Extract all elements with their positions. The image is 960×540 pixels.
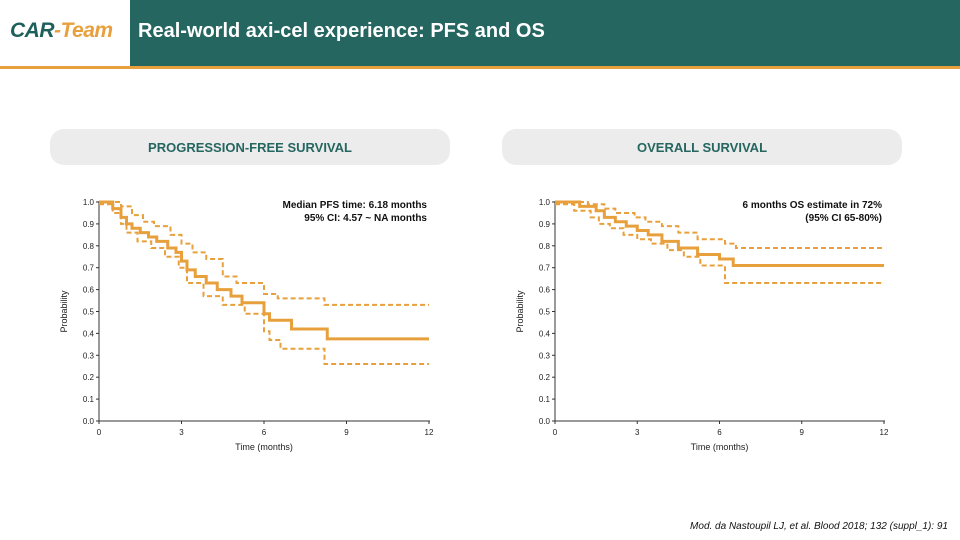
logo-area: CAR-Team — [0, 0, 130, 66]
os-y-tick-label: 1.0 — [539, 198, 551, 207]
pfs-y-tick-label: 1.0 — [83, 198, 95, 207]
os-x-tick-label: 6 — [717, 428, 722, 437]
os-y-tick-label: 0.5 — [539, 308, 551, 317]
pfs-y-tick-label: 0.3 — [83, 351, 95, 360]
os-y-tick-label: 0.9 — [539, 220, 551, 229]
os-x-tick-label: 9 — [800, 428, 805, 437]
os-y-tick-label: 0.8 — [539, 242, 551, 251]
pfs-x-tick-label: 0 — [97, 428, 102, 437]
os-x-axis-label: Time (months) — [691, 442, 749, 452]
pfs-y-tick-label: 0.6 — [83, 286, 95, 295]
header-bar: CAR-Team Real-world axi-cel experience: … — [0, 0, 960, 66]
pfs-x-tick-label: 9 — [344, 428, 349, 437]
pfs-x-axis-label: Time (months) — [235, 442, 293, 452]
pfs-y-tick-label: 0.7 — [83, 264, 95, 273]
pfs-y-tick-label: 0.9 — [83, 220, 95, 229]
pfs-annotation-line: Median PFS time: 6.18 months — [283, 200, 428, 211]
pfs-x-tick-label: 6 — [262, 428, 267, 437]
os-y-tick-label: 0.0 — [539, 417, 551, 426]
pfs-y-tick-label: 0.8 — [83, 242, 95, 251]
pfs-lower-ci-curve — [99, 203, 429, 366]
os-y-tick-label: 0.2 — [539, 373, 551, 382]
os-estimate-curve — [555, 200, 884, 268]
os-x-tick-label: 0 — [553, 428, 558, 437]
pfs-upper-ci-curve — [99, 201, 429, 306]
header-divider — [0, 66, 960, 69]
logo: CAR-Team — [10, 19, 113, 42]
os-lower-ci-curve — [555, 203, 884, 285]
os-y-tick-label: 0.1 — [539, 395, 551, 404]
os-y-tick-label: 0.6 — [539, 286, 551, 295]
pfs-y-tick-label: 0.1 — [83, 395, 95, 404]
os-panel-label: OVERALL SURVIVAL — [502, 129, 902, 165]
pfs-x-tick-label: 12 — [425, 428, 434, 437]
os-x-tick-label: 12 — [880, 428, 889, 437]
pfs-y-tick-label: 0.0 — [83, 417, 95, 426]
pfs-y-tick-label: 0.2 — [83, 373, 95, 382]
pfs-y-tick-label: 0.5 — [83, 308, 95, 317]
os-annotation-line: 6 months OS estimate in 72% — [743, 200, 883, 211]
slide-title: Real-world axi-cel experience: PFS and O… — [138, 20, 545, 42]
footnote-citation: Mod. da Nastoupil LJ, et al. Blood 2018;… — [690, 521, 948, 532]
os-y-tick-label: 0.4 — [539, 329, 551, 338]
os-upper-ci-curve — [555, 201, 884, 249]
pfs-annotation-line: 95% CI: 4.57 ~ NA months — [304, 213, 427, 224]
os-annotation-line: (95% CI 65-80%) — [805, 213, 882, 224]
pfs-y-tick-label: 0.4 — [83, 329, 95, 338]
pfs-y-axis-label: Probability — [59, 290, 69, 333]
pfs-x-tick-label: 3 — [179, 428, 184, 437]
pfs-panel-label: PROGRESSION-FREE SURVIVAL — [50, 129, 450, 165]
os-x-tick-label: 3 — [635, 428, 640, 437]
os-y-axis-label: Probability — [515, 290, 525, 333]
os-y-tick-label: 0.3 — [539, 351, 551, 360]
os-y-tick-label: 0.7 — [539, 264, 551, 273]
